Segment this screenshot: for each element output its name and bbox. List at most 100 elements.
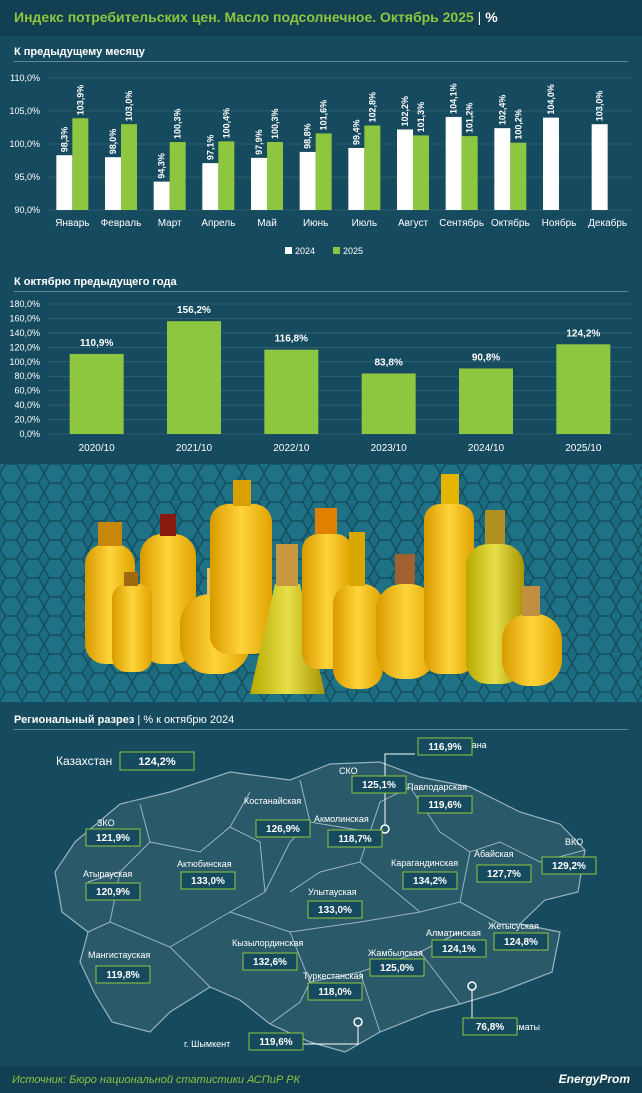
bar-2025: [510, 142, 527, 210]
region-value-box: [476, 864, 532, 883]
x-tick-label: Июнь: [303, 218, 328, 229]
region-value-box: [402, 871, 458, 890]
data-label: 103,0%: [124, 91, 134, 122]
y-tick-label: 105,0%: [9, 106, 40, 116]
data-label: 103,9%: [75, 85, 85, 116]
bar-2025: [169, 142, 186, 210]
bar: [556, 344, 611, 434]
y-tick-label: 180,0%: [9, 299, 40, 309]
region-value: 125,1%: [362, 780, 396, 791]
bar-2024: [202, 163, 219, 210]
region-value-box: [351, 775, 407, 794]
oil-bottles-illustration: [0, 464, 642, 702]
bar-2025: [218, 141, 235, 210]
region-name: Павлодарская: [407, 782, 467, 792]
x-tick-label: Сентябрь: [439, 217, 484, 229]
footer: Источник: Бюро национальной статистики А…: [0, 1066, 642, 1093]
x-tick-label: Апрель: [201, 218, 235, 229]
map-subtitle: % к октябрю 2024: [143, 714, 235, 726]
region-value: 119,8%: [106, 970, 139, 981]
chart1-divider: [14, 61, 628, 62]
legend-swatch: [285, 247, 292, 254]
region-name: Карагандинская: [391, 858, 458, 868]
map-divider: [14, 729, 628, 730]
title-unit: %: [485, 9, 498, 25]
data-label: 100,2%: [513, 109, 523, 140]
bar-2024: [153, 181, 170, 210]
region-name: Туркестанская: [303, 971, 364, 981]
yearly-chart: 180,0% 160,0% 140,0% 120,0% 100,0% 80,0% 60,0%…: [9, 299, 632, 454]
legend-label: 2024: [295, 246, 315, 256]
y-tick-label: 0,0%: [19, 429, 40, 439]
x-tick-label: 2025/10: [565, 443, 602, 454]
data-label: 102,8%: [367, 92, 377, 123]
monthly-chart: 110,0% 105,0% 100,0% 95,0% 90,0% 98,3% 103,9% Я…: [9, 73, 632, 256]
data-label: 156,2%: [177, 305, 211, 316]
region-value-box: [85, 882, 141, 901]
bar-2024: [348, 147, 365, 210]
title-text: Индекс потребительских цен. Масло подсол…: [14, 9, 474, 25]
region-value: 126,9%: [266, 824, 300, 835]
x-tick-label: Май: [257, 218, 277, 229]
bar-2025: [72, 118, 89, 210]
data-label: 90,8%: [472, 352, 500, 363]
data-label: 97,1%: [205, 135, 215, 161]
region-value-box: [493, 932, 549, 951]
region-value-box: [307, 982, 363, 1001]
region-value-box: [248, 1032, 304, 1051]
x-tick-label: Декабрь: [588, 217, 627, 229]
header: Индекс потребительских цен. Масло подсол…: [0, 0, 642, 36]
region-value: 125,0%: [380, 963, 414, 974]
region-value-box: [541, 856, 597, 875]
page-title: Индекс потребительских цен. Масло подсол…: [14, 9, 498, 25]
data-label: 102,2%: [400, 96, 410, 127]
region-value-box: [307, 900, 363, 919]
data-label: 104,1%: [449, 83, 459, 114]
data-label: 99,4%: [351, 119, 361, 145]
data-label: 101,3%: [416, 102, 426, 133]
y-tick-label: 140,0%: [9, 328, 40, 338]
data-label: 83,8%: [374, 357, 402, 368]
region-name: ЗКО: [97, 818, 115, 828]
bar-2024: [397, 129, 413, 210]
region-value: 133,0%: [191, 876, 225, 887]
x-tick-label: 2021/10: [176, 443, 213, 454]
region-value: 118,0%: [318, 987, 351, 998]
region-name: Кызылординская: [232, 938, 303, 948]
region-value-box: [180, 871, 236, 890]
x-tick-label: Февраль: [101, 218, 142, 229]
region-value-box: [431, 939, 487, 958]
y-tick-label: 80,0%: [14, 371, 40, 381]
data-label: 101,2%: [465, 103, 475, 134]
data-label: 97,9%: [254, 129, 264, 155]
region-value: 132,6%: [253, 957, 287, 968]
chart2-title: К октябрю предыдущего года: [14, 276, 177, 288]
data-label: 98,0%: [108, 129, 118, 155]
kazakhstan-value: 124,2%: [138, 756, 176, 768]
data-label: 94,3%: [157, 153, 167, 179]
legend-swatch: [333, 247, 340, 254]
data-label: 101,6%: [319, 100, 329, 131]
y-tick-label: 100,0%: [9, 139, 40, 149]
x-tick-label: Январь: [55, 218, 89, 229]
region-name: Костанайская: [244, 796, 301, 806]
data-label: 102,4%: [497, 95, 507, 126]
region-value-box: [462, 1017, 518, 1036]
data-label: 100,4%: [221, 108, 231, 139]
bar-2025: [315, 133, 332, 210]
x-tick-label: 2024/10: [468, 443, 505, 454]
region-value-box: [327, 829, 383, 848]
bar: [361, 373, 416, 434]
data-label: 104,0%: [546, 84, 556, 115]
region-value: 129,2%: [552, 861, 586, 872]
bar-2025: [413, 135, 429, 210]
oil-bottles-image: [0, 464, 642, 702]
region-value: 127,7%: [487, 869, 521, 880]
region-value-box: [417, 795, 473, 814]
region-value-box: [95, 965, 151, 984]
chart2-divider: [14, 291, 628, 292]
x-tick-label: 2020/10: [79, 443, 116, 454]
y-tick-label: 100,0%: [9, 357, 40, 367]
region-value-box: [417, 737, 473, 756]
